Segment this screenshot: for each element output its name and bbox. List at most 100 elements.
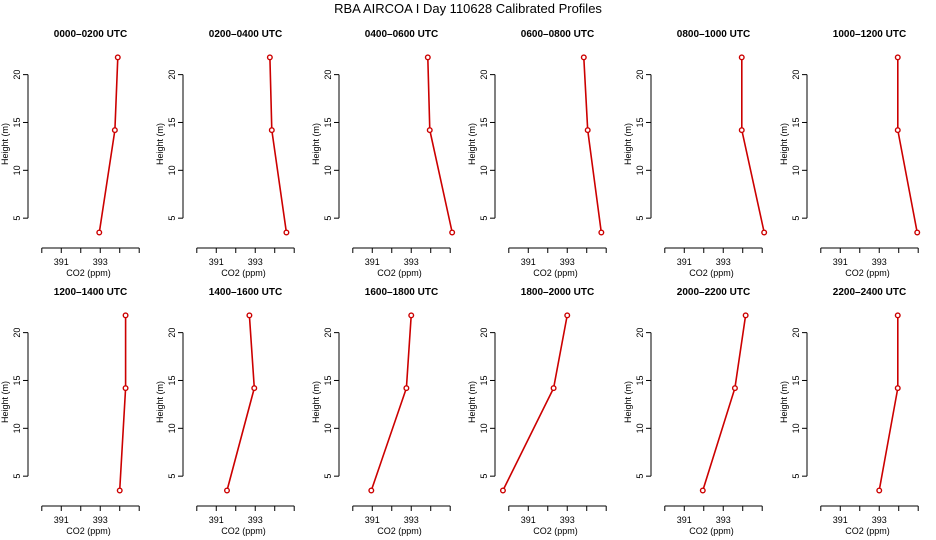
data-point: [699, 487, 706, 494]
data-point: [246, 312, 253, 319]
y-tick-label: 20: [167, 328, 177, 338]
y-tick-label: 15: [791, 375, 801, 385]
panel-title: 0200–0400 UTC: [209, 29, 282, 40]
y-tick-label: 20: [12, 70, 22, 80]
y-tick-label: 10: [12, 423, 22, 433]
profile-line: [583, 57, 603, 233]
y-axis-label: Height (m): [155, 381, 165, 423]
panel-title: 1800–2000 UTC: [521, 287, 594, 298]
y-axis-label: Height (m): [467, 123, 477, 165]
y-tick-label: 5: [479, 474, 489, 479]
x-axis-label: CO2 (ppm): [221, 526, 266, 536]
data-point: [122, 312, 129, 319]
profile-line: [226, 315, 256, 491]
profile-panel-6: 1000–1200 UTC 391 393 5 10 15 20 CO2 (ppm) Heigh…: [779, 29, 921, 278]
data-point: [580, 54, 587, 61]
y-tick-label: 5: [12, 474, 22, 479]
data-point: [223, 487, 230, 494]
y-axis-label: Height (m): [623, 123, 633, 165]
panel-title: 0000–0200 UTC: [54, 29, 127, 40]
y-tick-label: 10: [167, 423, 177, 433]
data-point: [268, 127, 275, 134]
profile-line: [740, 57, 765, 233]
x-tick-label: 393: [716, 257, 731, 267]
y-tick-label: 15: [167, 375, 177, 385]
data-point: [731, 385, 738, 392]
y-tick-label: 20: [635, 70, 645, 80]
y-axis-label: Height (m): [623, 381, 633, 423]
profile-line: [896, 57, 918, 233]
profile-panel-2: 0200–0400 UTC 391 393 5 10 15 20 CO2 (ppm) Heigh…: [155, 29, 295, 278]
panel-title: 1200–1400 UTC: [54, 287, 127, 298]
y-tick-label: 20: [12, 328, 22, 338]
x-axis-label: CO2 (ppm): [845, 268, 890, 278]
y-tick-label: 15: [323, 117, 333, 127]
data-point: [598, 229, 605, 236]
y-tick-label: 10: [323, 423, 333, 433]
data-point: [111, 127, 118, 134]
x-tick-label: 391: [521, 515, 536, 525]
x-tick-label: 393: [560, 515, 575, 525]
profile-panel-11: 2000–2200 UTC 391 393 5 10 15 20 CO2 (ppm) Heigh…: [623, 287, 763, 536]
data-point: [368, 487, 375, 494]
profile-panel-12: 2200–2400 UTC 391 393 5 10 15 20 CO2 (ppm) Heigh…: [779, 287, 919, 536]
x-tick-label: 393: [560, 257, 575, 267]
data-point: [761, 229, 768, 236]
x-axis-label: CO2 (ppm): [689, 268, 734, 278]
y-tick-label: 20: [635, 328, 645, 338]
profile-line: [878, 315, 899, 491]
x-tick-label: 393: [404, 515, 419, 525]
y-tick-label: 15: [635, 117, 645, 127]
x-tick-label: 391: [365, 257, 380, 267]
x-tick-label: 393: [716, 515, 731, 525]
x-tick-label: 393: [248, 257, 263, 267]
y-tick-label: 10: [12, 165, 22, 175]
y-tick-label: 15: [12, 375, 22, 385]
y-tick-label: 10: [791, 423, 801, 433]
data-point: [894, 54, 901, 61]
y-tick-label: 5: [791, 474, 801, 479]
x-axis-label: CO2 (ppm): [533, 268, 578, 278]
data-point: [251, 385, 258, 392]
y-tick-label: 15: [167, 117, 177, 127]
x-axis-label: CO2 (ppm): [221, 268, 266, 278]
data-point: [584, 127, 591, 134]
profile-line: [118, 315, 127, 491]
y-tick-label: 20: [791, 328, 801, 338]
data-point: [449, 229, 456, 236]
y-tick-label: 5: [479, 216, 489, 221]
x-axis-label: CO2 (ppm): [66, 526, 111, 536]
figure-title: RBA AIRCOA I Day 110628 Calibrated Profi…: [334, 1, 602, 16]
data-point: [283, 229, 290, 236]
y-axis-label: Height (m): [0, 381, 10, 423]
profile-line: [269, 57, 288, 233]
y-tick-label: 5: [635, 474, 645, 479]
profile-panel-7: 1200–1400 UTC 391 393 5 10 15 20 CO2 (ppm) Heigh…: [0, 287, 140, 536]
y-tick-label: 5: [167, 474, 177, 479]
panel-title: 0800–1000 UTC: [677, 29, 750, 40]
y-tick-label: 15: [791, 117, 801, 127]
x-tick-label: 391: [54, 515, 69, 525]
y-tick-label: 10: [479, 423, 489, 433]
y-tick-label: 5: [167, 216, 177, 221]
y-axis-label: Height (m): [311, 381, 321, 423]
profile-panel-5: 0800–1000 UTC 391 393 5 10 15 20 CO2 (ppm) Heigh…: [623, 29, 768, 278]
y-axis-label: Height (m): [779, 123, 789, 165]
data-point: [426, 127, 433, 134]
panel-title: 1000–1200 UTC: [833, 29, 906, 40]
data-point: [876, 487, 883, 494]
panel-title: 2000–2200 UTC: [677, 287, 750, 298]
x-tick-label: 393: [872, 257, 887, 267]
y-tick-label: 20: [323, 328, 333, 338]
y-tick-label: 10: [635, 165, 645, 175]
y-axis-label: Height (m): [467, 381, 477, 423]
y-tick-label: 20: [791, 70, 801, 80]
data-point: [742, 312, 749, 319]
y-axis-label: Height (m): [779, 381, 789, 423]
profile-panel-3: 0400–0600 UTC 391 393 5 10 15 20 CO2 (ppm) Heigh…: [311, 29, 456, 278]
x-axis-label: CO2 (ppm): [533, 526, 578, 536]
y-tick-label: 5: [323, 474, 333, 479]
x-tick-label: 391: [365, 515, 380, 525]
x-tick-label: 391: [54, 257, 69, 267]
